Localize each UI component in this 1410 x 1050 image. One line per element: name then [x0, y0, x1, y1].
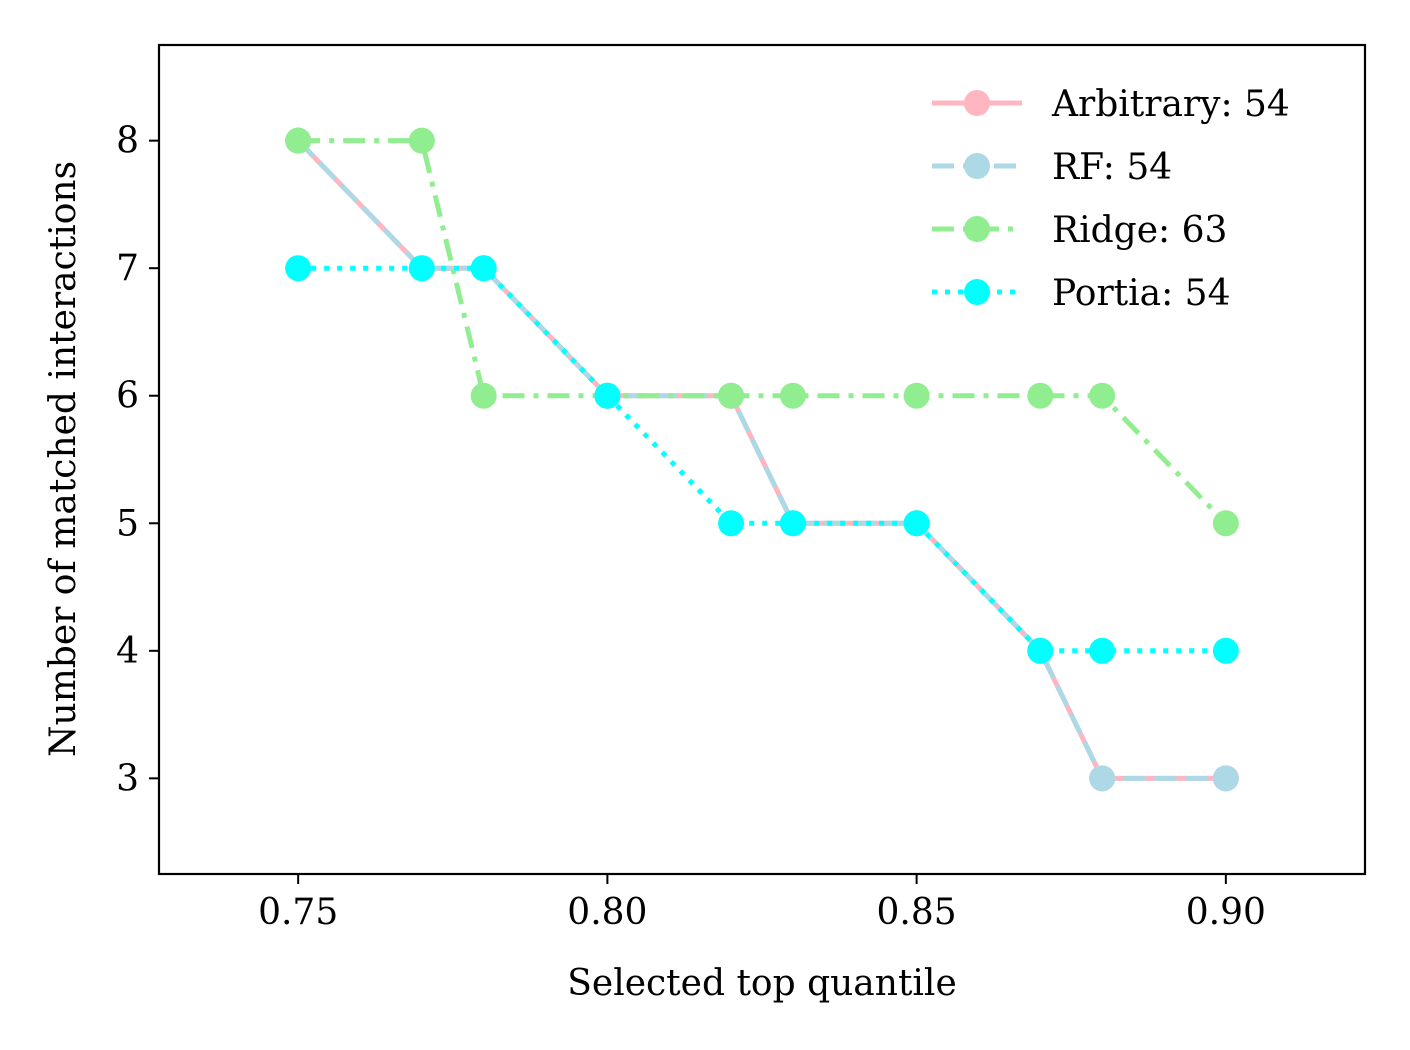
x-tick-label: 0.75 — [258, 892, 338, 933]
legend-marker — [964, 279, 990, 305]
data-point-portia — [470, 255, 497, 282]
y-axis: 3 4 5 6 7 8 — [116, 121, 159, 799]
y-tick-label: 4 — [116, 631, 139, 672]
data-point-ridge — [1027, 382, 1054, 409]
y-tick-label: 3 — [116, 758, 139, 799]
series-line-ridge — [298, 138, 1228, 526]
data-point-ridge — [1212, 510, 1239, 537]
y-tick-label: 6 — [116, 376, 139, 417]
data-point-portia — [408, 255, 435, 282]
legend-marker — [964, 90, 990, 116]
data-point-portia — [594, 382, 621, 409]
legend-entry-arbitrary: Arbitrary: 54 — [932, 84, 1290, 125]
legend-label: RF: 54 — [1052, 147, 1172, 188]
series-portia — [285, 255, 1239, 664]
data-point-ridge — [903, 382, 930, 409]
data-point-rf — [1089, 765, 1116, 792]
data-point-portia — [779, 510, 806, 537]
y-tick-label: 7 — [116, 248, 139, 289]
data-point-portia — [718, 510, 745, 537]
data-point-ridge — [285, 127, 312, 154]
data-point-ridge — [470, 382, 497, 409]
data-point-portia — [1089, 637, 1116, 664]
x-tick-label: 0.90 — [1186, 892, 1266, 933]
y-axis-label: Number of matched interactions — [43, 161, 84, 757]
data-point-ridge — [779, 382, 806, 409]
legend-label: Ridge: 63 — [1052, 210, 1227, 251]
series-ridge — [285, 127, 1239, 537]
data-point-portia — [903, 510, 930, 537]
x-axis: 0.75 0.80 0.85 0.90 — [258, 874, 1266, 933]
legend-entry-ridge: Ridge: 63 — [932, 210, 1227, 251]
data-point-portia — [1212, 637, 1239, 664]
data-point-portia — [1027, 637, 1054, 664]
data-point-ridge — [718, 382, 745, 409]
legend-marker — [964, 216, 990, 242]
data-point-portia — [285, 255, 312, 282]
legend-entry-portia: Portia: 54 — [932, 273, 1230, 314]
data-point-ridge — [1089, 382, 1116, 409]
x-tick-label: 0.80 — [567, 892, 647, 933]
y-tick-label: 8 — [116, 121, 139, 162]
legend-label: Arbitrary: 54 — [1051, 84, 1290, 125]
data-point-rf — [1212, 765, 1239, 792]
y-tick-label: 5 — [116, 503, 139, 544]
x-axis-label: Selected top quantile — [567, 963, 957, 1004]
axes-frame — [157, 43, 1367, 876]
legend-entry-rf: RF: 54 — [932, 147, 1172, 188]
legend-label: Portia: 54 — [1052, 273, 1230, 314]
x-tick-label: 0.85 — [877, 892, 957, 933]
legend-marker — [964, 153, 990, 179]
series-layer — [285, 127, 1239, 792]
data-point-ridge — [408, 127, 435, 154]
legend: Arbitrary: 54 RF: 54 Ridge: 63 Portia: 54 — [932, 84, 1290, 314]
series-line-rf — [296, 138, 1226, 781]
